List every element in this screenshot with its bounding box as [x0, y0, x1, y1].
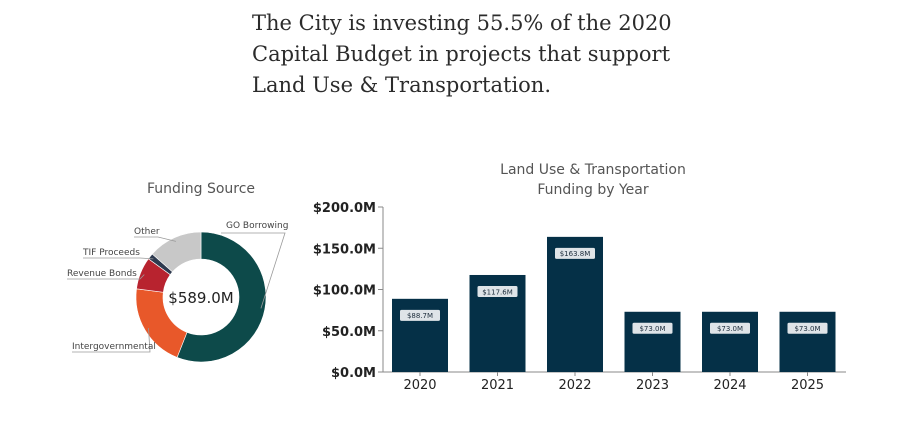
bar-data-label-2023: $73.0M	[639, 325, 665, 333]
y-tick-label: $100.0M	[313, 284, 376, 299]
x-tick-label-2025: 2025	[791, 378, 824, 393]
donut-label-tif-proceeds: TIF Proceeds	[82, 248, 140, 258]
leader-line-tif-proceeds	[83, 257, 154, 260]
bar-data-label-box	[632, 322, 673, 334]
y-tick-label: $200.0M	[313, 201, 376, 216]
bar-data-label-2020: $88.7M	[407, 312, 433, 320]
bar-2022	[547, 236, 603, 372]
bar-data-label-box	[477, 285, 518, 297]
headline-line-1: The City is investing 55.5% of the 2020	[252, 11, 672, 35]
bar-title-line-1: Land Use & Transportation	[500, 162, 686, 178]
bar-title-line-2: Funding by Year	[537, 182, 649, 198]
bar-data-label-2022: $163.8M	[560, 250, 591, 258]
x-tick-label-2024: 2024	[713, 378, 746, 393]
x-tick-label-2021: 2021	[481, 378, 514, 393]
donut-label-go-borrowing: GO Borrowing	[226, 221, 288, 231]
donut-label-other: Other	[134, 227, 160, 237]
donut-title: Funding Source	[147, 181, 255, 197]
bar-2024	[702, 311, 758, 372]
bar-data-label-box	[787, 322, 828, 334]
bar-data-label-2024: $73.0M	[717, 325, 743, 333]
bar-2023	[624, 311, 681, 372]
donut-label-revenue-bonds: Revenue Bonds	[67, 269, 137, 279]
leader-line-revenue-bonds	[67, 274, 145, 280]
bar-data-label-2025: $73.0M	[794, 325, 820, 333]
donut-center-total: $589.0M	[168, 289, 233, 307]
headline-line-2: Capital Budget in projects that support	[252, 42, 671, 66]
x-tick-label-2020: 2020	[403, 378, 436, 393]
bar-2020	[392, 298, 448, 372]
headline-line-3: Land Use & Transportation.	[252, 73, 552, 97]
bar-2025	[779, 311, 836, 372]
bar-data-label-box	[400, 309, 440, 321]
leader-line-go-borrowing	[221, 232, 286, 309]
x-tick-label-2022: 2022	[558, 378, 591, 393]
donut-slice-other	[151, 231, 202, 273]
leader-line-intergovernmental	[72, 328, 151, 353]
leader-line-other	[134, 236, 176, 242]
bar-data-label-box	[710, 322, 750, 334]
y-tick-label: $50.0M	[322, 325, 376, 340]
donut-slice-go-borrowing	[176, 231, 267, 363]
y-tick-label: $150.0M	[313, 242, 376, 257]
x-tick-label-2023: 2023	[636, 378, 669, 393]
bar-data-label-2021: $117.6M	[482, 288, 513, 296]
headline: The City is investing 55.5% of the 2020 …	[252, 8, 712, 101]
donut-label-intergovernmental: Intergovernmental	[72, 342, 156, 352]
y-tick-label: $0.0M	[331, 366, 376, 381]
bar-data-label-box	[555, 247, 595, 259]
